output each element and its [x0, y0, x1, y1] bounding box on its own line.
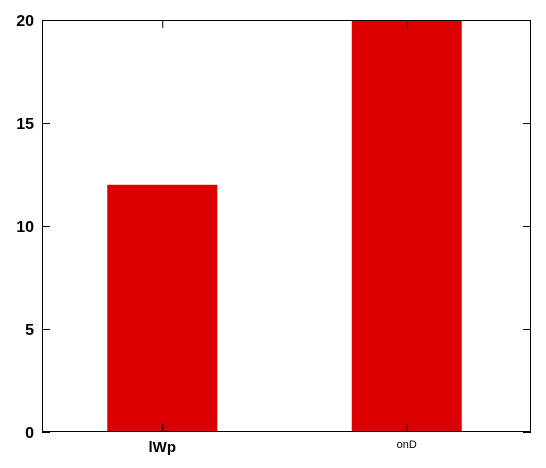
y-tick-label-20: 20 — [16, 13, 34, 30]
y-tick-label-15: 15 — [16, 116, 34, 133]
y-tick-label-0: 0 — [25, 425, 34, 442]
x-tick-label-lWp: lWp — [149, 439, 177, 456]
y-tick-label-5: 5 — [25, 322, 34, 339]
bar-lWp — [107, 184, 218, 432]
bars-group — [107, 20, 462, 432]
y-tick-label-10: 10 — [16, 219, 34, 236]
x-tick-label-onD: onD — [397, 439, 417, 451]
plot-frame — [42, 20, 531, 432]
x-axis: lWp onD — [149, 20, 417, 456]
bar-onD — [351, 20, 462, 432]
